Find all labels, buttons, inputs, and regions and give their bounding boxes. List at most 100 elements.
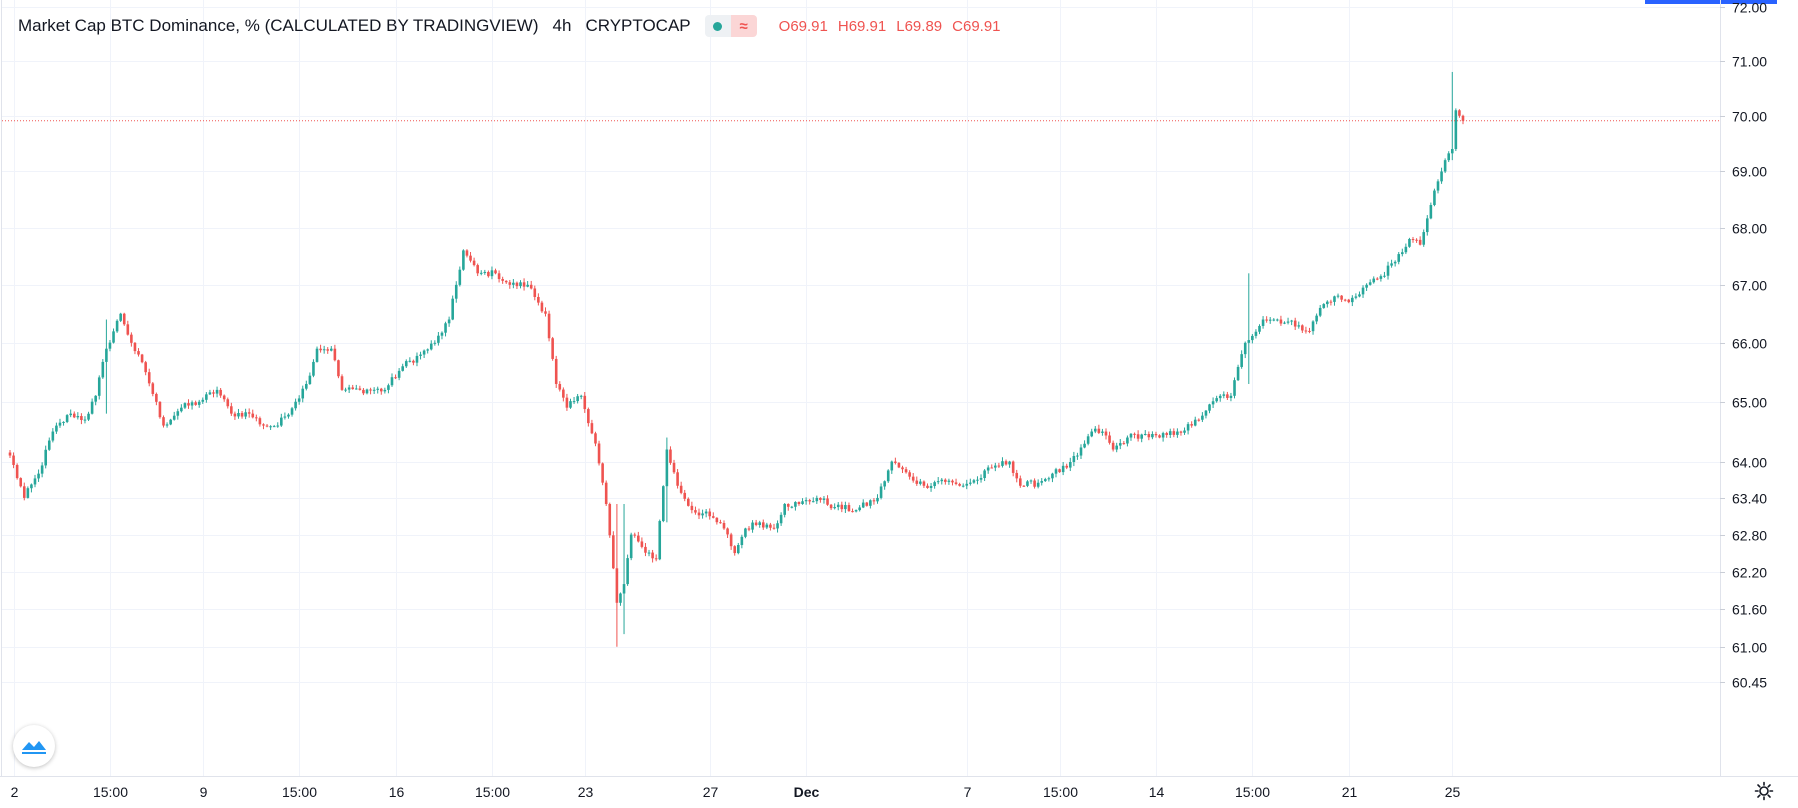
market-status[interactable]: ≈ [704, 15, 757, 37]
candle-body [490, 270, 494, 277]
candle [1008, 460, 1011, 468]
candle [194, 400, 197, 406]
candle [1108, 431, 1111, 445]
candle-body [972, 480, 976, 483]
candle-body [944, 479, 947, 482]
candle-body [1215, 398, 1218, 402]
candle-body [55, 425, 58, 432]
candle [1161, 431, 1165, 442]
candle [651, 549, 654, 563]
exchange-label: CRYPTOCAP [585, 16, 691, 35]
candle-body [1176, 431, 1179, 435]
candle [1172, 428, 1176, 438]
candle-body [208, 392, 212, 395]
price-tick-label: 61.00 [1732, 640, 1767, 656]
candle-body [47, 440, 51, 450]
candle [726, 527, 729, 538]
candle [504, 280, 508, 284]
candle-body [126, 324, 130, 335]
candle-body [1376, 278, 1379, 280]
candle-body [819, 497, 822, 500]
candle-body [283, 416, 287, 418]
candle-body [744, 528, 747, 537]
candle [1379, 274, 1383, 282]
candle [490, 266, 494, 280]
candle [736, 542, 740, 555]
candle-body [44, 449, 47, 466]
candle-body [811, 501, 815, 503]
candle-body [558, 383, 562, 390]
candle-body [901, 467, 904, 470]
candle [811, 497, 815, 503]
candle-body [612, 535, 615, 569]
candle-body [1004, 461, 1008, 465]
candle-body [1076, 455, 1079, 457]
candle-body [501, 279, 504, 281]
candle-body [1011, 461, 1015, 473]
candle [201, 397, 205, 404]
candle-body [1447, 153, 1451, 161]
candle-body [604, 482, 608, 505]
candle-body [526, 284, 529, 287]
candle [1433, 188, 1436, 207]
candle [272, 424, 276, 428]
candle [1211, 397, 1215, 408]
candle [1422, 229, 1426, 247]
tradingview-logo-button[interactable] [13, 725, 55, 767]
candle-body [890, 461, 894, 471]
price-axis[interactable]: 72.00 71.00 70.00 69.00 68.00 67.00 66.00 65.00… [1720, 0, 1767, 691]
candle [1383, 271, 1386, 278]
candle [1208, 403, 1211, 414]
candle [940, 478, 944, 485]
candle-body [840, 504, 844, 510]
candle-body [922, 481, 926, 486]
candle-body [854, 510, 858, 512]
settings-gear-button[interactable] [1752, 779, 1776, 803]
candle-body [133, 342, 137, 352]
candle-body [1015, 472, 1019, 479]
candle [719, 519, 722, 524]
candle [133, 342, 137, 355]
candle [565, 393, 569, 411]
candle-body [547, 313, 551, 339]
candle-body [1322, 304, 1326, 308]
candle-body [933, 482, 936, 487]
candle [1179, 430, 1183, 436]
candle [1415, 238, 1418, 243]
candle-body [519, 282, 522, 287]
candle [965, 479, 969, 490]
candle [258, 416, 262, 427]
candle-body [761, 522, 765, 528]
candle-body [219, 389, 222, 396]
candle-body [847, 505, 851, 512]
candle [101, 359, 105, 379]
candle-body [529, 284, 533, 289]
candle-body [904, 469, 908, 473]
candle-body [540, 302, 544, 312]
candle-body [1261, 319, 1265, 326]
candle [608, 502, 612, 538]
candle-body [1354, 296, 1358, 298]
candle-body [1019, 478, 1022, 486]
candle-body [72, 413, 76, 418]
time-axis[interactable]: 2 15:00 9 15:00 16 15:00 23 27 Dec 7 15:00 14 15:00 2… [11, 784, 1461, 800]
candle-body [1276, 319, 1279, 321]
candle-body [1343, 299, 1347, 301]
candle [322, 345, 326, 354]
candle [176, 408, 180, 420]
price-tick-label: 68.00 [1732, 221, 1767, 237]
ohlc-low: L69.89 [896, 17, 943, 35]
candle [1425, 215, 1429, 236]
candle-body [1379, 276, 1383, 279]
candle-body [711, 516, 715, 518]
candle [1340, 295, 1343, 303]
candle [1122, 441, 1126, 445]
candle [929, 482, 933, 492]
candle [583, 391, 587, 413]
candle [1115, 442, 1118, 453]
interval-label[interactable]: 4h [552, 16, 572, 35]
candle [1308, 327, 1311, 334]
candle-body [1193, 419, 1197, 426]
candle [122, 312, 126, 326]
